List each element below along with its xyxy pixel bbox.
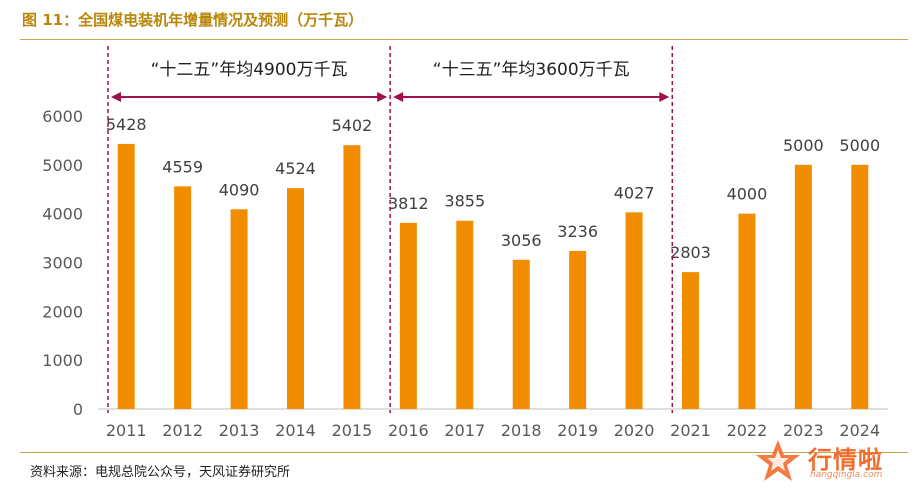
data-label: 4000 <box>727 185 768 204</box>
data-label: 4090 <box>219 180 260 199</box>
y-tick-label: 3000 <box>42 254 83 273</box>
data-label: 5428 <box>106 115 147 134</box>
watermark: 行情啦 hangqingla.com <box>750 438 910 486</box>
watermark-url: hangqingla.com <box>810 470 883 480</box>
y-tick-label: 2000 <box>42 302 83 321</box>
period-annotation-label: “十二五”年均4900万千瓦 <box>151 60 348 80</box>
bar <box>569 250 587 409</box>
x-tick-label: 2017 <box>444 421 485 440</box>
figure-title: 图 11：全国煤电装机年增量情况及预测（万千瓦） <box>22 11 364 29</box>
bar-chart: 0 1000 2000 3000 4000 5000 6000 5428 2011 4559 201… <box>42 46 888 440</box>
bar <box>399 222 417 409</box>
y-tick-label: 5000 <box>42 156 83 175</box>
bar <box>682 272 699 409</box>
x-tick-label: 2023 <box>783 421 824 440</box>
x-tick-label: 2012 <box>162 421 203 440</box>
data-label: 5000 <box>783 136 824 155</box>
data-label: 4559 <box>162 157 203 176</box>
arrow-head-left-icon <box>111 92 121 102</box>
y-tick-label: 6000 <box>42 107 83 126</box>
top-rule <box>20 39 908 40</box>
x-tick-label: 2018 <box>501 421 542 440</box>
bar <box>625 212 643 409</box>
x-tick-label: 2011 <box>106 421 147 440</box>
bar <box>512 259 530 409</box>
data-label: 5000 <box>839 136 880 155</box>
data-label: 3056 <box>501 231 542 250</box>
x-tick-label: 2019 <box>557 421 598 440</box>
arrow-head-right-icon <box>377 92 388 102</box>
watermark-brand: 行情啦 <box>808 446 883 474</box>
bar <box>738 213 756 409</box>
x-tick-label: 2024 <box>839 421 880 440</box>
period-annotation-label: “十三五”年均3600万千瓦 <box>433 60 630 80</box>
bar <box>174 186 192 409</box>
bar <box>343 145 361 409</box>
y-tick-label: 1000 <box>42 351 83 370</box>
source-note: 资料来源：电规总院公众号，天风证券研究所 <box>30 465 291 480</box>
arrow-head-right-icon <box>659 92 670 102</box>
data-label: 4524 <box>275 159 316 178</box>
y-tick-label: 4000 <box>42 205 83 224</box>
x-tick-label: 2015 <box>332 421 373 440</box>
arrow-head-left-icon <box>393 92 404 102</box>
bar <box>794 164 812 409</box>
x-tick-label: 2014 <box>275 421 316 440</box>
data-label: 5402 <box>332 116 373 135</box>
bar <box>287 188 304 409</box>
x-tick-label: 2021 <box>670 421 711 440</box>
x-tick-label: 2013 <box>219 421 260 440</box>
bar <box>456 220 474 409</box>
x-tick-label: 2020 <box>614 421 655 440</box>
data-label: 3855 <box>444 192 485 211</box>
data-label: 3812 <box>388 194 429 213</box>
star-logo-icon <box>756 440 800 481</box>
bottom-rule <box>20 452 908 453</box>
bar <box>851 164 869 409</box>
data-label: 4027 <box>614 183 655 202</box>
y-tick-label: 0 <box>73 400 83 419</box>
data-label: 2803 <box>670 243 711 262</box>
x-tick-label: 2022 <box>727 421 768 440</box>
bar <box>117 143 135 409</box>
x-tick-label: 2016 <box>388 421 429 440</box>
data-label: 3236 <box>557 222 598 241</box>
bar <box>230 209 248 409</box>
